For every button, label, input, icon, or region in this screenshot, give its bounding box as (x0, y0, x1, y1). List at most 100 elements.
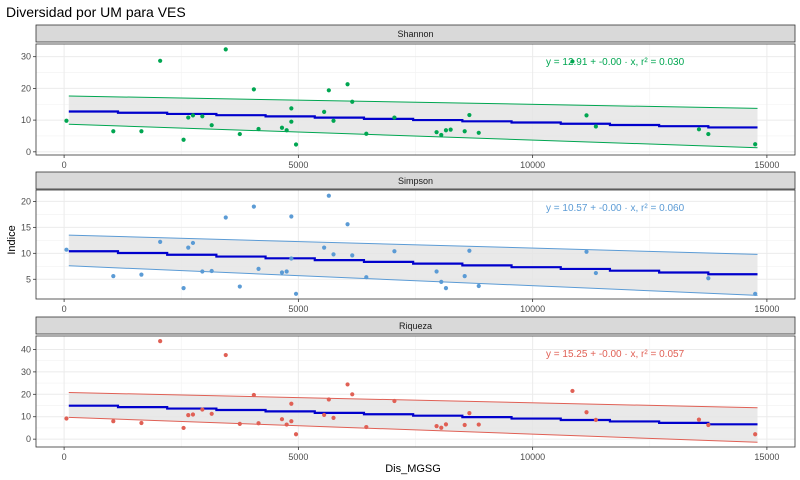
data-point (462, 129, 467, 134)
data-point (462, 422, 467, 428)
data-point (284, 269, 289, 274)
ci-upper-line (68, 392, 758, 409)
y-tick-label: 0 (26, 434, 31, 444)
data-point (279, 270, 285, 275)
ci-lower-line (68, 265, 758, 296)
data-point (439, 425, 444, 430)
data-point (289, 119, 294, 124)
data-point (293, 291, 299, 296)
data-point (209, 268, 214, 274)
data-point (443, 422, 449, 427)
data-point (331, 118, 336, 123)
data-point (190, 113, 196, 118)
data-point (434, 130, 439, 135)
panel-plot-area (64, 193, 758, 296)
data-point (200, 407, 205, 412)
strip-background (35, 316, 796, 335)
data-point (251, 204, 256, 209)
data-point (158, 339, 163, 344)
data-point (443, 286, 449, 291)
data-point (223, 47, 228, 52)
data-point (181, 286, 186, 291)
x-axis: 0 5000 10000 15000 0 5000 10000 15000 0 5000 10000… (62, 160, 780, 462)
data-point (284, 128, 289, 133)
data-point (237, 284, 242, 289)
data-point (753, 142, 758, 147)
x-tick-label: 5000 (288, 160, 308, 170)
data-point (181, 425, 186, 431)
data-point (696, 127, 702, 132)
data-point (434, 424, 439, 429)
data-point (696, 417, 702, 422)
regression-equation: y = 15.25 + -0.00 · x, r² = 0.057 (546, 349, 685, 360)
data-point (289, 106, 294, 111)
data-point (326, 88, 331, 93)
panel-plot-area (64, 339, 758, 443)
data-point (584, 249, 589, 254)
strip-label: Simpson (398, 176, 433, 186)
data-point (200, 114, 205, 119)
data-point (186, 413, 191, 418)
data-point (289, 256, 294, 261)
data-point (256, 126, 261, 132)
data-point (190, 240, 196, 246)
data-point (706, 131, 711, 137)
x-tick-label: 0 (62, 452, 67, 462)
data-point (322, 245, 327, 250)
data-point (462, 274, 467, 279)
data-point (289, 419, 294, 424)
x-tick-label: 0 (62, 160, 67, 170)
data-point (753, 432, 758, 437)
data-point (64, 118, 69, 123)
data-point (706, 276, 711, 281)
data-point (570, 59, 575, 64)
x-tick-label: 10000 (520, 160, 545, 170)
confidence-ribbon (68, 392, 758, 443)
data-point (350, 392, 355, 397)
data-point (706, 422, 711, 428)
y-tick-label: 30 (21, 367, 31, 377)
panel-border (35, 335, 796, 448)
x-tick-label: 10000 (520, 452, 545, 462)
data-point (584, 113, 589, 118)
x-tick-label: 5000 (288, 452, 308, 462)
data-point (64, 416, 69, 421)
y-tick-label: 40 (21, 344, 31, 354)
data-point (364, 275, 369, 280)
data-point (476, 283, 481, 289)
panel-riqueza: Riqueza 0 10 20 30 40 y = 15.25 + -0.00 · x, r… (21, 316, 796, 450)
data-point (256, 421, 261, 426)
y-tick-label: 20 (21, 389, 31, 399)
data-point (111, 129, 116, 134)
data-point (584, 410, 589, 415)
fit-line (68, 250, 758, 276)
data-point (345, 382, 350, 387)
strip-background (35, 171, 796, 190)
y-tick-label: 15 (21, 222, 31, 232)
strip-label: Shannon (397, 29, 433, 39)
data-point (139, 272, 144, 277)
data-point (223, 352, 228, 358)
data-point (289, 214, 294, 219)
data-point (209, 123, 214, 128)
data-point (593, 124, 598, 129)
data-point (158, 58, 163, 63)
y-tick-label: 20 (21, 196, 31, 206)
data-point (326, 397, 331, 402)
data-point (256, 266, 261, 271)
data-point (186, 245, 191, 250)
data-point (326, 193, 331, 198)
data-point (434, 269, 439, 274)
y-tick-label: 0 (26, 147, 31, 157)
regression-equation: y = 10.57 + -0.00 · x, r² = 0.060 (546, 203, 685, 214)
data-point (593, 417, 598, 422)
x-tick-label: 15000 (754, 452, 779, 462)
ci-lower-line (68, 416, 758, 443)
y-tick-label: 10 (21, 248, 31, 258)
data-point (570, 388, 575, 394)
x-tick-label: 0 (62, 304, 67, 314)
data-point (467, 112, 472, 118)
y-tick-label: 30 (21, 52, 31, 62)
data-point (322, 412, 327, 418)
